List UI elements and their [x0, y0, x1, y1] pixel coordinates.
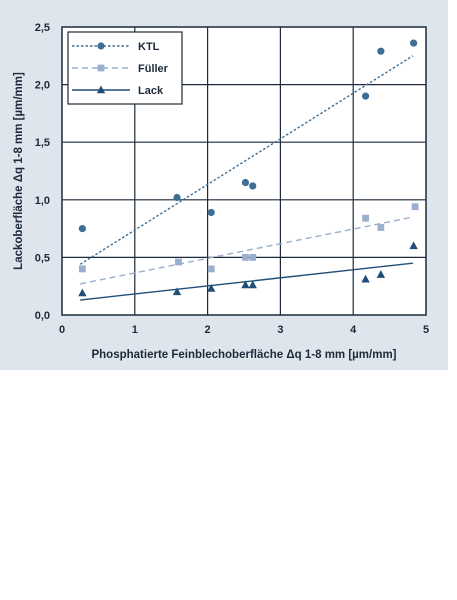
ktl-point: [377, 47, 385, 55]
f-ller-point: [377, 224, 385, 231]
f-ller-point: [207, 265, 215, 273]
ktl-legend-marker: [97, 42, 105, 50]
y-axis-label: Lackoberfläche Δq 1-8 mm [µm/mm]: [13, 72, 25, 270]
ktl-point: [249, 182, 257, 190]
x-tick-label: 2: [205, 324, 211, 336]
tick-labels: 0 1 2 3 4 5 0,0 0,5 1,0 1,5 2,0 2,5: [35, 22, 429, 336]
f-ller-legend-marker: [97, 64, 105, 72]
y-tick-label: 2,5: [35, 22, 50, 34]
lack-point: [78, 288, 87, 297]
trend-lines: [79, 55, 414, 301]
ktl-point: [410, 39, 418, 47]
chart-panel: 0 1 2 3 4 5 0,0 0,5 1,0 1,5 2,0 2,5 KTL Füller Lack P…: [0, 0, 448, 370]
y-tick-label: 1,5: [35, 137, 50, 149]
data-points: [78, 39, 419, 297]
x-tick-label: 3: [277, 324, 283, 336]
lack-point: [248, 280, 257, 289]
x-tick-label: 4: [350, 324, 357, 336]
f-ller-point: [249, 254, 257, 261]
legend: KTL Füller Lack: [67, 31, 183, 105]
lack-point: [361, 274, 370, 283]
f-ller-trend-line: [80, 216, 414, 285]
f-ller-point: [78, 265, 86, 273]
y-tick-label: 1,0: [35, 195, 50, 207]
x-tick-label: 1: [132, 324, 138, 336]
lack-legend-label: Lack: [138, 85, 164, 97]
ktl-point: [241, 178, 250, 187]
ktl-point: [78, 225, 86, 233]
ktl-point: [173, 193, 181, 202]
ktl-trend-line: [79, 55, 414, 265]
f-ller-point: [242, 254, 249, 261]
lack-point: [172, 287, 182, 296]
lack-point: [207, 284, 216, 292]
x-axis-label: Phosphatierte Feinblechoberfläche Δq 1-8…: [91, 349, 396, 361]
lack-point: [376, 270, 386, 278]
lack-point: [241, 280, 250, 289]
f-ller-point: [362, 214, 369, 222]
y-tick-label: 2,0: [35, 80, 50, 92]
f-ller-point: [411, 203, 419, 211]
y-tick-label: 0,0: [35, 310, 50, 322]
f-ller-point: [175, 258, 182, 266]
scatter-chart: 0 1 2 3 4 5 0,0 0,5 1,0 1,5 2,0 2,5 KTL Füller Lack P…: [13, 22, 429, 361]
lack-legend-marker: [96, 85, 106, 94]
ktl-point: [361, 92, 370, 100]
x-tick-label: 0: [59, 324, 65, 336]
y-tick-label: 0,5: [35, 252, 50, 264]
x-tick-label: 5: [423, 324, 429, 336]
ktl-legend-label: KTL: [138, 41, 160, 53]
lack-point: [409, 241, 418, 250]
ktl-point: [207, 208, 215, 217]
f-ller-legend-label: Füller: [138, 63, 169, 75]
lack-trend-line: [80, 262, 413, 301]
